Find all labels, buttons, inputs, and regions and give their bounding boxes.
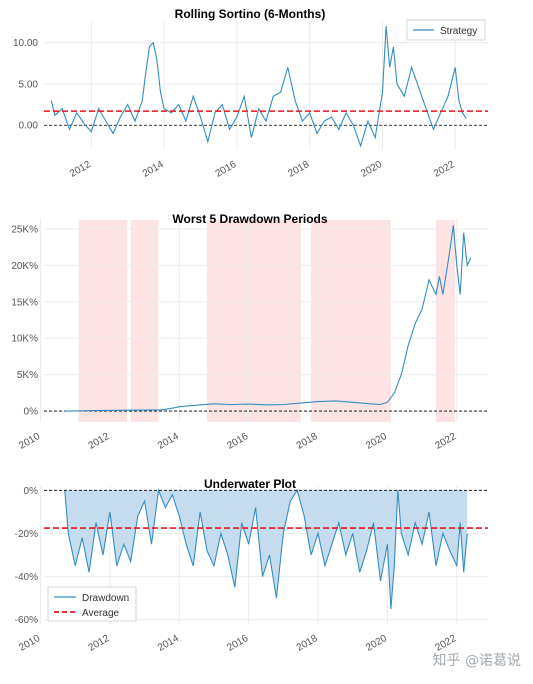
x-tick-label: 2010 — [17, 633, 42, 654]
y-tick-label: 5.00 — [19, 79, 39, 90]
underwater-panel: Underwater Plot 2010 2012 2014 2016 2018 2020… — [15, 477, 488, 654]
x-tick-label: 2020 — [359, 159, 384, 180]
drawdown-period-band — [435, 220, 456, 422]
legend-label-average: Average — [82, 608, 120, 619]
underwater-legend: Drawdown Average — [47, 586, 137, 622]
underwater-y-ticks: 0% -20% -40% -60% — [15, 486, 38, 626]
x-tick-label: 2012 — [87, 633, 112, 654]
y-tick-label: 5K% — [17, 370, 38, 381]
y-tick-label: 15K% — [11, 297, 38, 308]
drawdown-area — [64, 490, 468, 609]
y-tick-label: 10.00 — [13, 38, 38, 49]
y-tick-label: 20K% — [11, 261, 38, 272]
x-tick-label: 2022 — [432, 159, 457, 180]
x-tick-label: 2022 — [434, 431, 459, 452]
drawdown-periods-x-ticks: 2010 2012 2014 2016 2018 2020 2022 — [17, 431, 458, 452]
y-tick-label: 25K% — [11, 224, 38, 235]
series-line-strategy — [50, 26, 467, 148]
x-tick-label: 2016 — [225, 633, 250, 654]
y-tick-label: 0% — [24, 407, 39, 418]
drawdown-period-bands — [78, 220, 456, 422]
drawdown-periods-y-ticks: 0% 5K% 10K% 15K% 20K% 25K% — [11, 224, 38, 417]
x-tick-label: 2010 — [17, 431, 42, 452]
underwater-title: Underwater Plot — [204, 477, 296, 491]
x-tick-label: 2012 — [87, 431, 112, 452]
y-tick-label: 10K% — [11, 334, 38, 345]
sortino-legend: Strategy — [406, 19, 486, 41]
legend-label-drawdown: Drawdown — [82, 593, 129, 604]
y-tick-label: -60% — [15, 615, 38, 626]
x-tick-label: 2016 — [225, 431, 250, 452]
sortino-grid — [44, 22, 488, 150]
x-tick-label: 2014 — [156, 431, 181, 452]
watermark: 知乎 @诺葛说 — [432, 653, 521, 669]
underwater-x-ticks: 2010 2012 2014 2016 2018 2020 2022 — [17, 633, 458, 654]
drawdown-periods-title: Worst 5 Drawdown Periods — [172, 212, 327, 226]
sortino-y-ticks: 0.00 5.00 10.00 — [13, 38, 38, 132]
x-tick-label: 2020 — [364, 431, 389, 452]
x-tick-label: 2018 — [295, 431, 320, 452]
drawdown-periods-panel: Worst 5 Drawdown Periods 2010 2012 2014 201… — [11, 212, 488, 452]
drawdown-period-band — [207, 220, 301, 422]
series-line-strategy — [64, 225, 472, 412]
sortino-x-ticks: 2012 2014 2016 2018 2020 2022 — [68, 159, 457, 180]
underwater-marks — [44, 488, 488, 609]
drawdown-period-band — [311, 220, 391, 422]
x-tick-label: 2016 — [214, 159, 239, 180]
x-tick-label: 2018 — [295, 633, 320, 654]
y-tick-label: -20% — [15, 529, 38, 540]
y-tick-label: -40% — [15, 572, 38, 583]
drawdown-period-band — [78, 220, 128, 422]
legend-frame — [47, 586, 137, 622]
sortino-title: Rolling Sortino (6-Months) — [175, 7, 326, 21]
x-tick-label: 2020 — [364, 633, 389, 654]
x-tick-label: 2014 — [141, 159, 166, 180]
series-line-drawdown — [64, 488, 468, 609]
x-tick-label: 2014 — [156, 633, 181, 654]
legend-frame — [406, 19, 486, 41]
x-tick-label: 2018 — [286, 159, 311, 180]
sortino-panel: Rolling Sortino (6-Months) 2012 2014 2016 2… — [13, 7, 488, 180]
legend-label-strategy: Strategy — [440, 26, 477, 37]
y-tick-label: 0% — [24, 486, 39, 497]
x-tick-label: 2012 — [68, 159, 93, 180]
drawdown-periods-grid — [40, 218, 488, 422]
drawdown-periods-marks — [44, 225, 488, 412]
drawdown-period-band — [130, 220, 159, 422]
y-tick-label: 0.00 — [19, 121, 39, 132]
sortino-marks — [44, 26, 488, 148]
